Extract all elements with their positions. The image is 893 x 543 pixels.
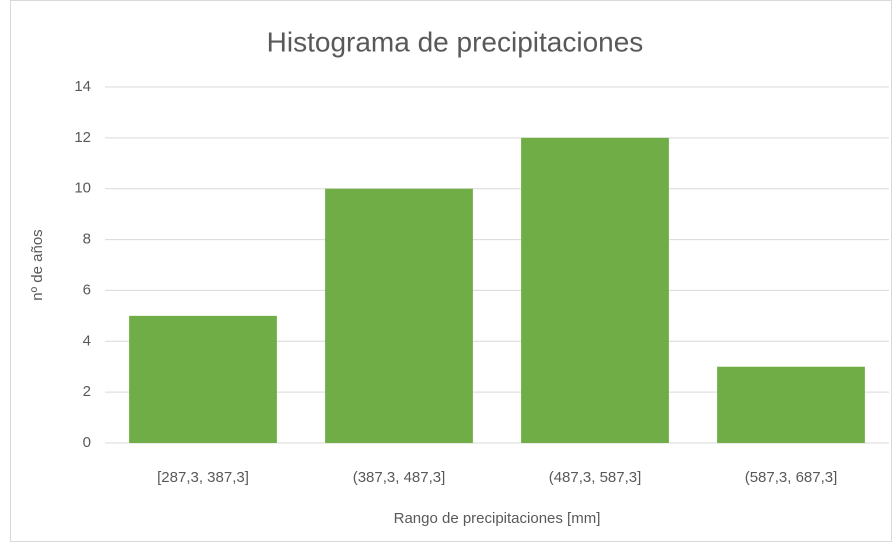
bar [521,137,669,443]
x-tick-label: (387,3, 487,3] [353,469,446,486]
bar [129,315,277,443]
y-tick-label: 8 [83,231,91,248]
bar [325,188,473,443]
y-tick-label: 6 [83,281,91,298]
bar [717,366,865,443]
y-axis-label: nº de años [29,229,46,300]
chart-title: Histograma de precipitaciones [267,26,644,57]
y-tick-label: 0 [83,434,91,451]
y-tick-label: 4 [83,332,91,349]
x-axis-label: Rango de precipitaciones [mm] [394,510,601,527]
y-tick-label: 12 [74,129,91,146]
y-tick-label: 14 [74,78,91,95]
x-tick-label: [287,3, 387,3] [157,469,249,486]
x-tick-label: (487,3, 587,3] [549,469,642,486]
x-tick-label: (587,3, 687,3] [745,469,838,486]
y-tick-label: 2 [83,383,91,400]
y-tick-label: 10 [74,180,91,197]
